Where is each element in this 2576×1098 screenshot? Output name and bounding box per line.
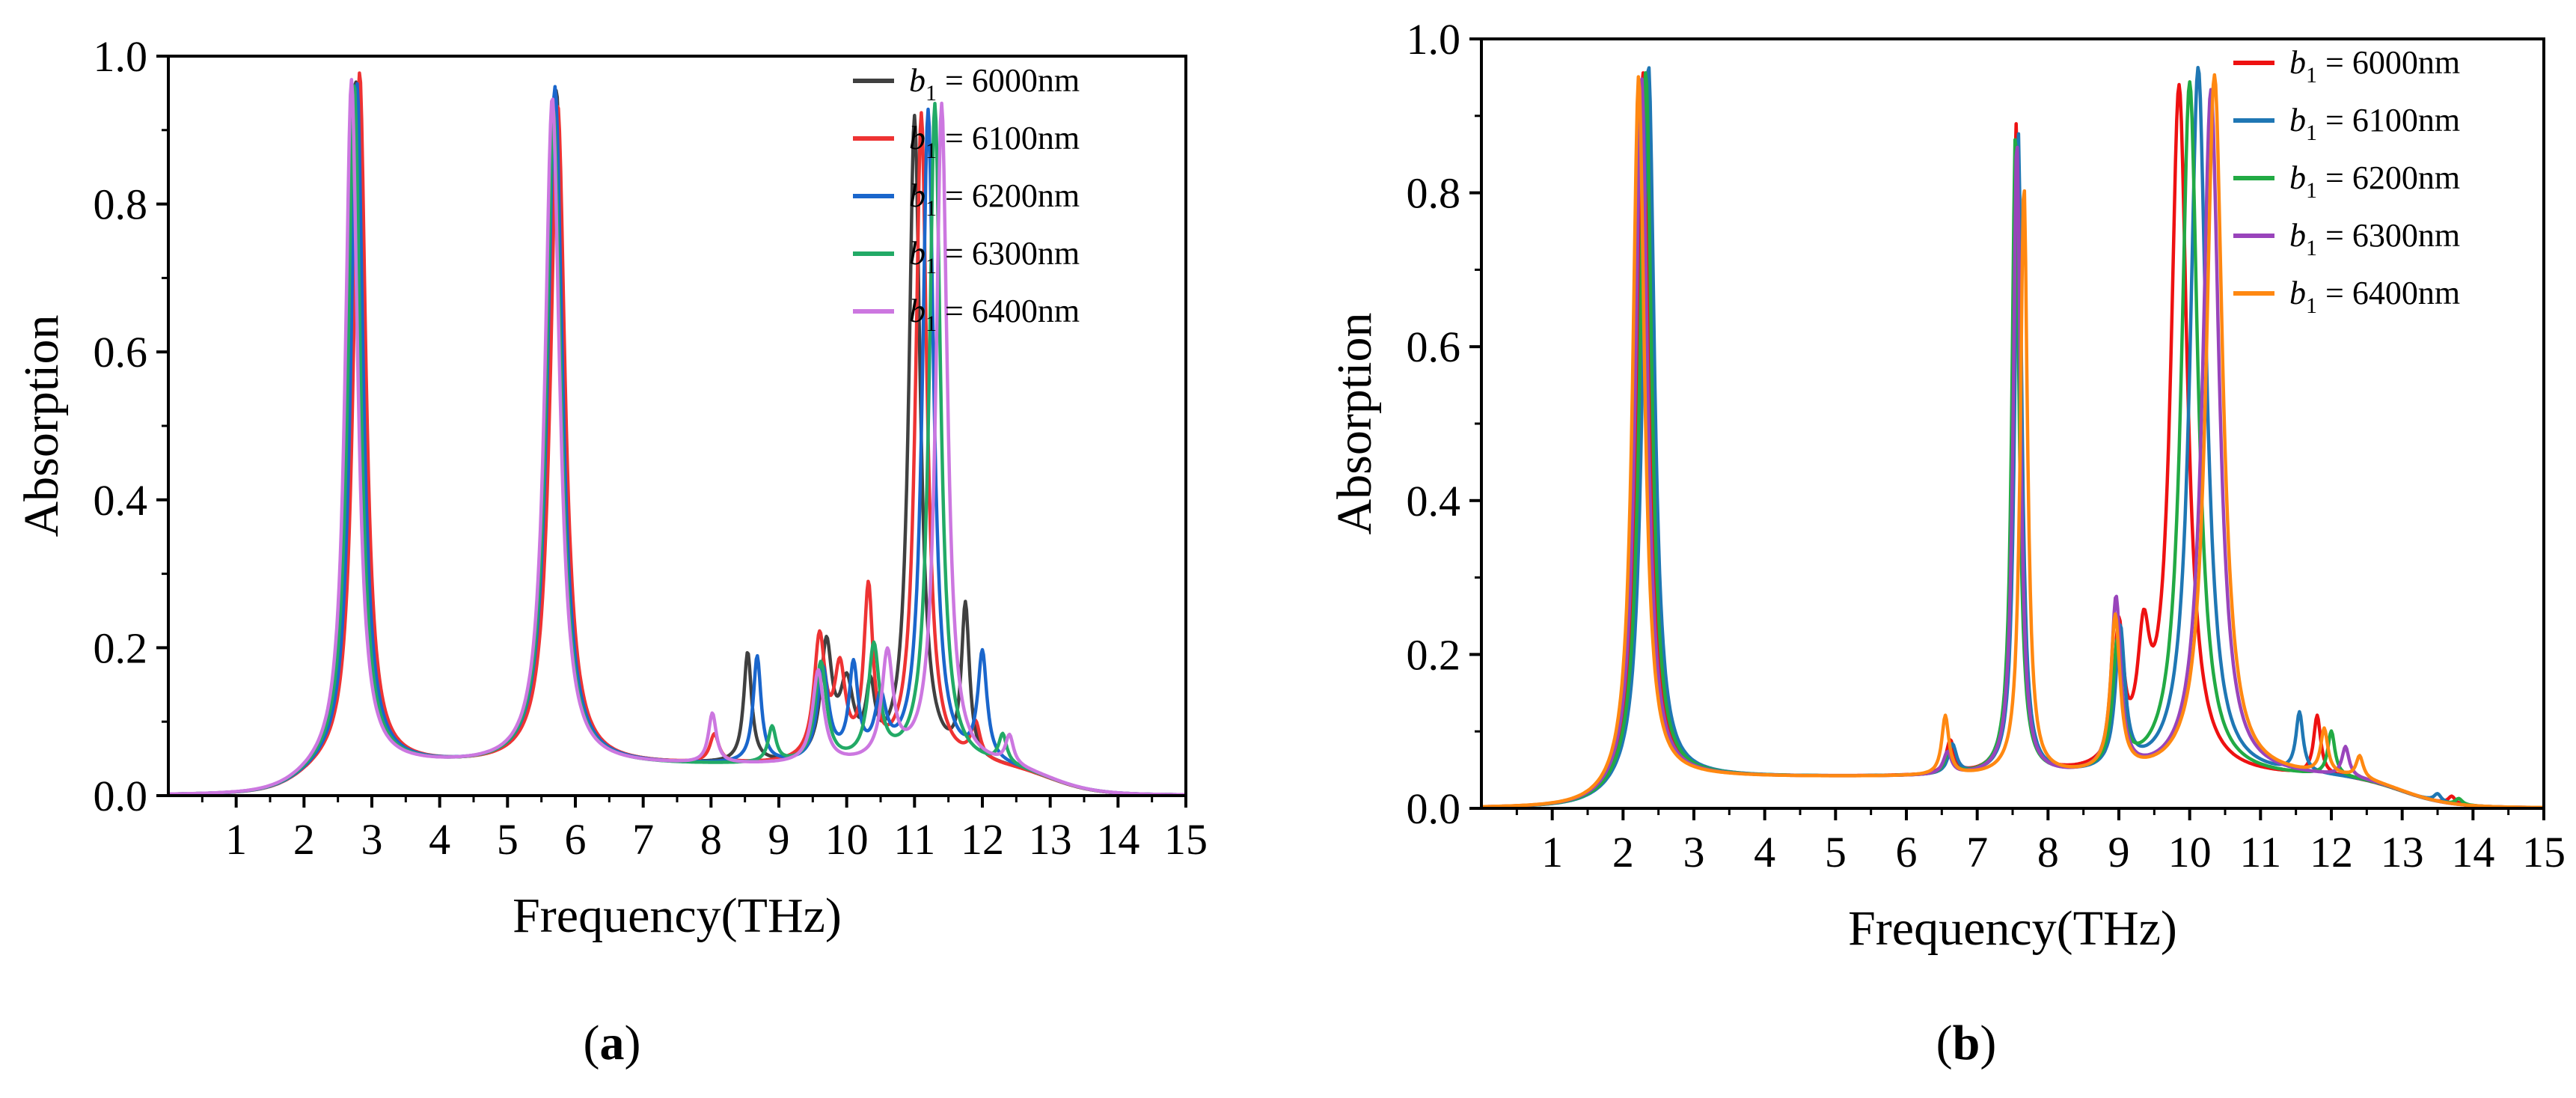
y-tick-label: 0.6 <box>1407 323 1461 371</box>
x-tick-label: 5 <box>1825 828 1847 876</box>
x-tick-label: 1 <box>1541 828 1563 876</box>
y-tick-label: 0.6 <box>94 328 148 376</box>
chart-panel-b: 1 2 3 4 5 6 7 8 9 10 11 12 13 14 150.00.20.40.60.81.0F… <box>1327 15 2566 1070</box>
y-tick-label: 0.8 <box>94 180 148 229</box>
chart-panel-a: 1 2 3 4 5 6 7 8 9 10 11 12 13 14 150.00.20.40.60.81.0F… <box>14 32 1208 1070</box>
x-tick-label: 6 <box>1896 828 1918 876</box>
panel-label: (a) <box>584 1016 641 1070</box>
x-axis-title: Frequency(THz) <box>513 888 842 943</box>
x-tick-label: 9 <box>768 815 790 864</box>
series-line <box>1483 77 2542 807</box>
x-tick-label: 10 <box>2168 828 2212 876</box>
x-tick-label: 2 <box>293 815 315 864</box>
legend-entry: b1 = 6300nm <box>909 235 1080 278</box>
legend-entry: b1 = 6200nm <box>2289 159 2460 203</box>
legend-entry: b1 = 6400nm <box>2289 275 2460 318</box>
panel-label: (b) <box>1936 1016 1997 1070</box>
y-tick-label: 0.0 <box>94 772 148 820</box>
x-tick-label: 7 <box>632 815 654 864</box>
x-tick-label: 5 <box>497 815 518 864</box>
y-axis-title: Absorption <box>1327 313 1382 535</box>
x-tick-label: 8 <box>700 815 722 864</box>
legend-entry: b1 = 6000nm <box>909 62 1080 106</box>
legend-entry: b1 = 6000nm <box>2289 44 2460 88</box>
y-tick-label: 0.2 <box>94 623 148 672</box>
x-tick-label: 3 <box>1683 828 1705 876</box>
series-line <box>170 78 1184 794</box>
y-axis-title: Absorption <box>14 315 69 537</box>
y-tick-label: 1.0 <box>94 32 148 81</box>
x-tick-label: 8 <box>2037 828 2059 876</box>
x-tick-label: 11 <box>2239 828 2281 876</box>
x-tick-label: 4 <box>429 815 450 864</box>
y-tick-label: 0.4 <box>1407 477 1461 525</box>
x-tick-label: 6 <box>565 815 587 864</box>
x-tick-label: 12 <box>961 815 1004 864</box>
x-tick-label: 7 <box>1966 828 1988 876</box>
series-group <box>1483 65 2542 807</box>
legend: b1 = 6000nm b1 = 6100nm b1 = 6200nm b1 = 63… <box>2233 44 2460 318</box>
x-tick-label: 15 <box>2522 828 2566 876</box>
y-tick-label: 1.0 <box>1407 15 1461 64</box>
legend-entry: b1 = 6100nm <box>909 120 1080 163</box>
legend-entry: b1 = 6200nm <box>909 177 1080 221</box>
plot-frame <box>167 55 1187 797</box>
legend-entry: b1 = 6300nm <box>2289 217 2460 260</box>
x-tick-label: 14 <box>2451 828 2494 876</box>
legend: b1 = 6000nm b1 = 6100nm b1 = 6200nm b1 = 63… <box>853 62 1080 336</box>
y-tick-label: 0.0 <box>1407 784 1461 833</box>
x-tick-label: 3 <box>361 815 383 864</box>
x-tick-label: 2 <box>1612 828 1634 876</box>
x-tick-label: 14 <box>1096 815 1139 864</box>
x-tick-label: 1 <box>225 815 247 864</box>
x-tick-label: 11 <box>893 815 935 864</box>
x-tick-label: 9 <box>2108 828 2130 876</box>
y-tick-label: 0.4 <box>94 476 148 525</box>
x-tick-label: 13 <box>1029 815 1072 864</box>
y-tick-label: 0.8 <box>1407 169 1461 218</box>
x-tick-label: 13 <box>2381 828 2424 876</box>
x-tick-label: 10 <box>825 815 869 864</box>
x-tick-label: 4 <box>1754 828 1775 876</box>
legend-entry: b1 = 6400nm <box>909 293 1080 336</box>
x-tick-label: 12 <box>2310 828 2353 876</box>
series-group <box>170 71 1184 794</box>
series-line <box>1483 73 2542 807</box>
x-axis-title: Frequency(THz) <box>1848 901 2177 956</box>
legend-entry: b1 = 6100nm <box>2289 102 2460 145</box>
y-tick-label: 0.2 <box>1407 630 1461 679</box>
x-tick-label: 15 <box>1164 815 1208 864</box>
